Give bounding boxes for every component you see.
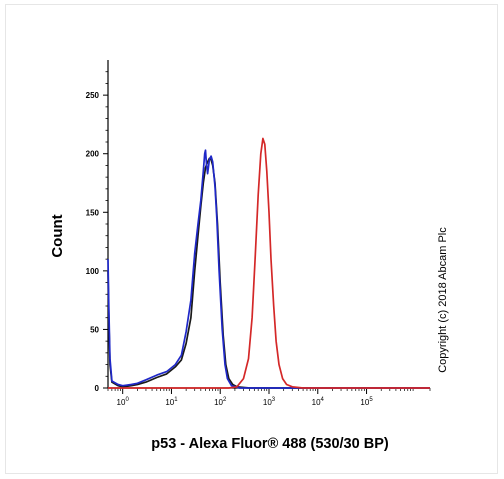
series-layer: [107, 137, 430, 389]
x-tick-label: 102: [214, 397, 227, 407]
copyright-annotation: Copyright (c) 2018 Abcam Plc: [437, 227, 449, 373]
series-line-1: [107, 149, 430, 389]
y-tick-label: 0: [95, 384, 100, 393]
labels-layer: Count p53 - Alexa Fluor® 488 (530/30 BP)…: [49, 214, 449, 452]
y-tick-label: 200: [86, 150, 100, 159]
chart-frame: [5, 4, 498, 474]
y-axis-label: Count: [49, 214, 66, 257]
series-line-0: [107, 157, 430, 389]
x-tick-label: 105: [360, 397, 373, 407]
series-line-2: [108, 137, 430, 389]
y-tick-label: 250: [86, 91, 100, 100]
axes-layer: 0 50 100 150 200 250 100 101 102 103 104 105: [86, 60, 431, 407]
y-tick-label: 100: [86, 267, 100, 276]
x-tick-label: 100: [117, 397, 130, 407]
x-tick-label: 104: [312, 397, 325, 407]
y-tick-label: 150: [86, 208, 100, 217]
y-tick-label: 50: [90, 325, 99, 334]
x-tick-label: 101: [165, 397, 178, 407]
x-axis-label: p53 - Alexa Fluor® 488 (530/30 BP): [151, 436, 389, 452]
x-tick-label: 103: [263, 397, 276, 407]
